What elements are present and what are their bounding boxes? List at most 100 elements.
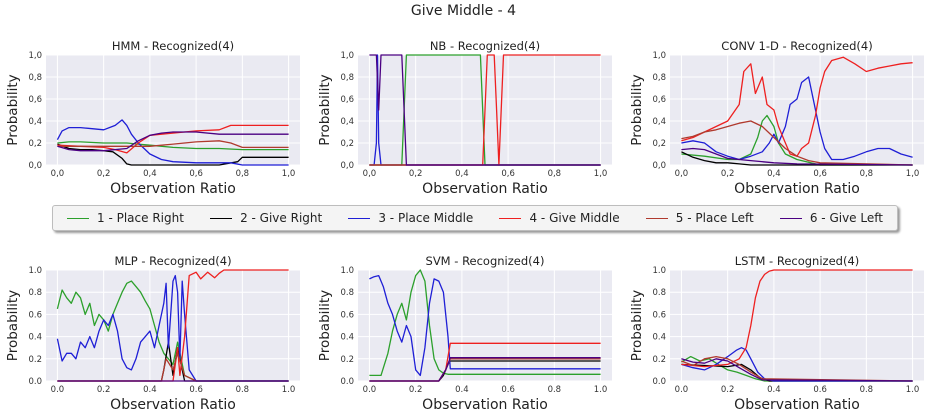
y-tick-label: 0,6	[652, 95, 666, 105]
y-tick-label: 0,0	[652, 161, 666, 171]
y-tick-label: 0.8	[340, 288, 354, 298]
y-tick-label: 0.0	[340, 377, 354, 387]
series-line-4	[57, 124, 289, 154]
y-tick-label: 0.2	[340, 355, 354, 365]
legend-item-1: 1 - Place Right	[67, 211, 184, 225]
x-axis-label: Observation Ratio	[422, 181, 548, 197]
legend-label-5: 5 - Place Left	[675, 211, 754, 225]
panel-title: NB - Recognized(4)	[430, 39, 540, 53]
x-tick-label: 0,2	[409, 169, 423, 179]
series-line-4	[369, 54, 601, 166]
chart-panel-2: 0,0 0,2 0,4 0,6 0,8 1,0 0,0 0,2 0,4 0,6 0,8 1,0 NB -…	[317, 39, 612, 197]
x-tick-label: 1.0	[594, 385, 608, 395]
legend-swatch-5	[645, 217, 668, 219]
series-line-6	[681, 147, 913, 166]
series-line-3	[681, 76, 913, 161]
y-tick-label: 0,2	[652, 139, 666, 149]
y-tick-label: 0,8	[28, 73, 42, 83]
x-tick-label: 0.2	[721, 385, 735, 395]
plot-background	[46, 55, 300, 165]
x-tick-label: 0.8	[236, 385, 250, 395]
x-axis-label: Observation Ratio	[422, 397, 548, 413]
chart-panel-5: 0.0 0.2 0.4 0.6 0.8 1.0 0.0 0.2 0.4 0.6 0.8 1.0 SVM …	[317, 254, 612, 413]
chart-panel-6: 0.0 0.2 0.4 0.6 0.8 1.0 0.0 0.2 0.4 0.6 0.8 1.0 LSTM…	[629, 254, 924, 413]
legend-label-6: 6 - Give Left	[809, 211, 883, 225]
plot-background	[670, 270, 924, 381]
y-tick-label: 1.0	[28, 266, 42, 276]
y-tick-label: 0,4	[652, 117, 666, 127]
series-line-5	[681, 355, 913, 382]
x-tick-label: 0,0	[363, 169, 377, 179]
x-tick-label: 1.0	[282, 385, 296, 395]
y-tick-label: 0,6	[28, 95, 42, 105]
legend-swatch-3	[348, 217, 371, 219]
x-tick-label: 0,2	[97, 169, 111, 179]
y-tick-label: 0,0	[340, 161, 354, 171]
x-tick-label: 0.6	[501, 385, 515, 395]
y-axis-label: Probability	[629, 290, 645, 361]
legend-item-6: 6 - Give Left	[779, 211, 883, 225]
x-tick-label: 0,6	[813, 169, 827, 179]
series-line-1	[56, 280, 289, 382]
x-tick-label: 1,0	[906, 169, 920, 179]
y-tick-label: 0,0	[28, 161, 42, 171]
plot-background	[670, 55, 924, 165]
x-tick-label: 0.0	[363, 385, 377, 395]
legend-label-2: 2 - Give Right	[240, 211, 323, 225]
y-axis-label: Probability	[5, 74, 21, 145]
y-axis-label: Probability	[317, 290, 333, 361]
y-tick-label: 0.6	[28, 310, 42, 320]
x-tick-label: 0.8	[860, 385, 874, 395]
legend-label-4: 4 - Give Middle	[529, 211, 620, 225]
y-tick-label: 1,0	[340, 51, 354, 61]
x-tick-label: 0.4	[143, 385, 157, 395]
series-line-4	[681, 269, 913, 368]
y-tick-label: 0,2	[28, 139, 42, 149]
y-tick-label: 1,0	[28, 51, 42, 61]
series-line-5	[57, 352, 289, 382]
legend-label-1: 1 - Place Right	[97, 211, 184, 225]
series-line-5	[681, 120, 913, 166]
x-axis-label: Observation Ratio	[110, 397, 236, 413]
series-line-3	[56, 274, 289, 382]
x-tick-label: 0.0	[51, 385, 65, 395]
series-line-1	[681, 114, 913, 166]
legend-swatch-2	[210, 217, 233, 219]
x-axis-label: Observation Ratio	[110, 181, 236, 197]
x-tick-label: 0.4	[767, 385, 781, 395]
series-line-6	[681, 358, 913, 382]
y-tick-label: 0.4	[340, 333, 354, 343]
x-tick-label: 0.6	[813, 385, 827, 395]
series-line-4	[681, 56, 913, 157]
plot-background	[358, 270, 612, 381]
y-tick-label: 0.4	[652, 333, 666, 343]
panel-title: SVM - Recognized(4)	[426, 254, 545, 268]
series-line-3	[369, 274, 601, 377]
y-tick-label: 0,8	[652, 73, 666, 83]
legend-label-3: 3 - Place Middle	[378, 211, 474, 225]
y-tick-label: 0,4	[28, 117, 42, 127]
series-line-2	[681, 151, 913, 166]
x-tick-label: 0,0	[51, 169, 65, 179]
panel-title: LSTM - Recognized(4)	[735, 254, 860, 268]
chart-panel-3: 0,0 0,2 0,4 0,6 0,8 1,0 0,0 0,2 0,4 0,6 0,8 1,0 CONV…	[629, 39, 924, 197]
series-line-1	[57, 141, 289, 151]
series-line-1	[369, 54, 601, 166]
y-tick-label: 0.8	[28, 288, 42, 298]
legend-swatch-1	[67, 217, 89, 219]
x-tick-label: 0,4	[767, 169, 781, 179]
y-axis-label: Probability	[317, 74, 333, 145]
y-tick-label: 0,2	[340, 139, 354, 149]
x-tick-label: 0,6	[189, 169, 203, 179]
y-axis-label: Probability	[629, 74, 645, 145]
x-tick-label: 0,8	[236, 169, 250, 179]
y-tick-label: 0.2	[28, 355, 42, 365]
panel-title: HMM - Recognized(4)	[112, 39, 234, 53]
y-tick-label: 0.8	[652, 288, 666, 298]
x-tick-label: 0.6	[189, 385, 203, 395]
y-tick-label: 0.4	[28, 333, 42, 343]
x-tick-label: 1,0	[594, 169, 608, 179]
y-tick-label: 1.0	[652, 266, 666, 276]
series-line-3	[56, 119, 289, 166]
